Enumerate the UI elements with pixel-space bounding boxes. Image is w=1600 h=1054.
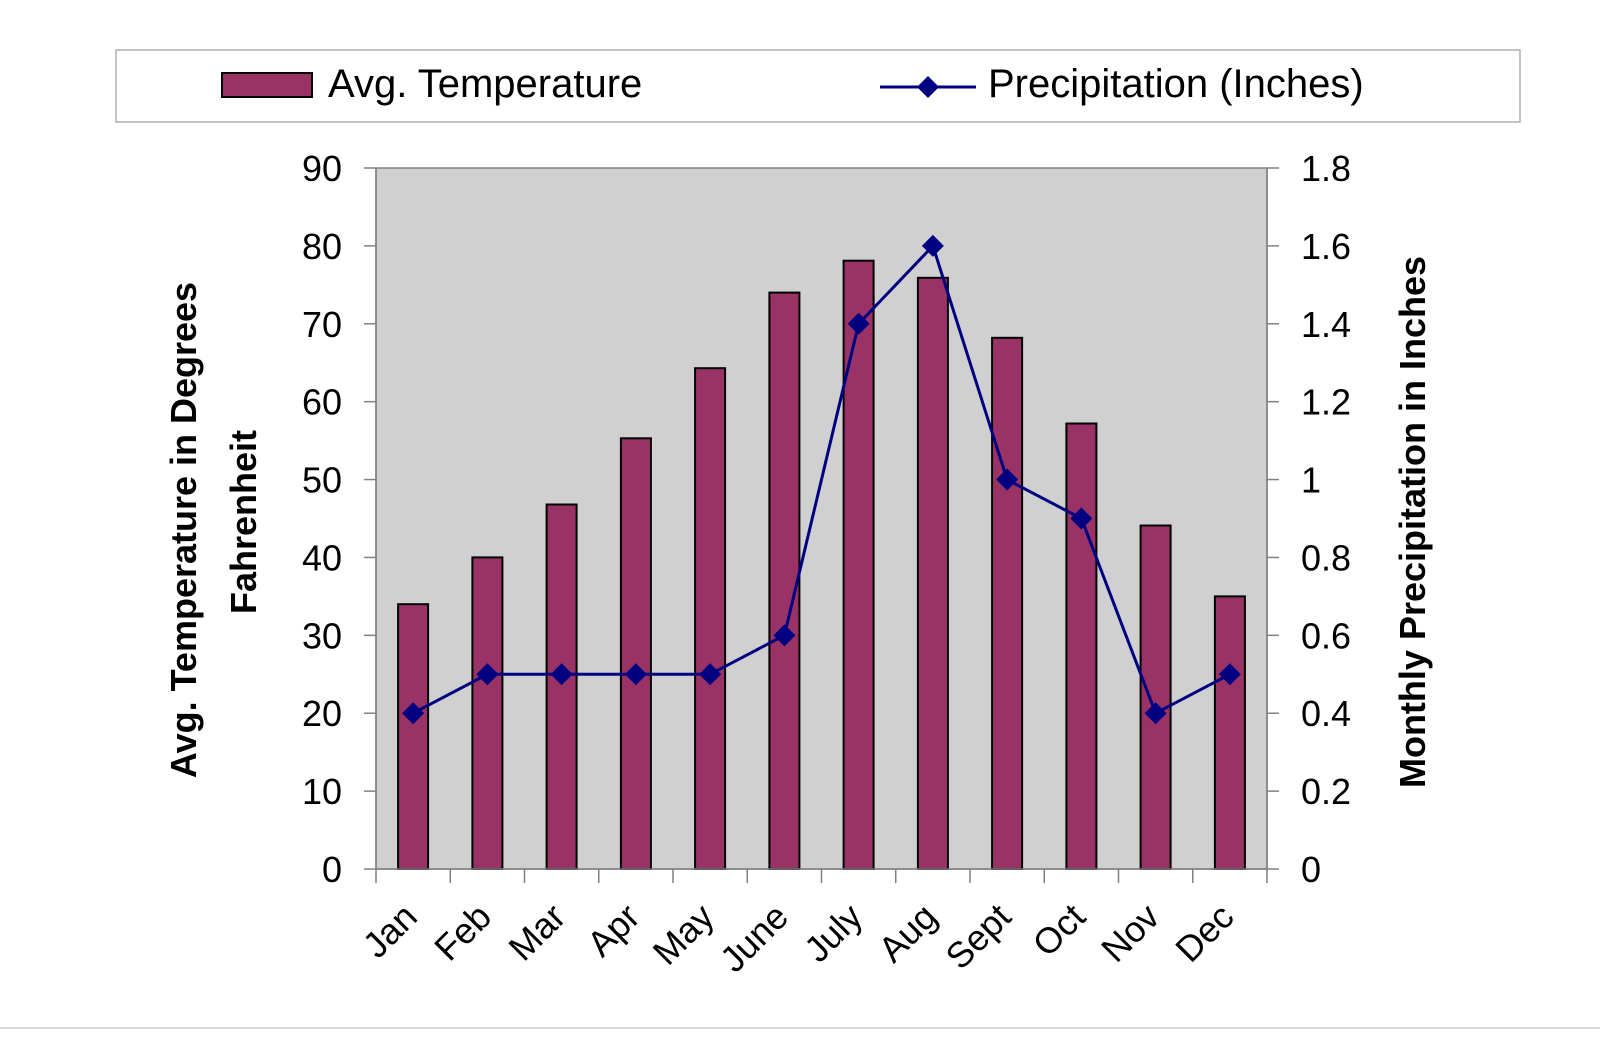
legend-label-precipitation: Precipitation (Inches) [988,62,1364,106]
x-tick-label-nov: Nov [1093,896,1167,970]
y-axis-tick-labels: 0 10 20 30 40 50 60 70 80 90 [302,148,342,890]
x-tick-label-aug: Aug [870,896,944,970]
y-tick-label: 40 [302,537,342,578]
legend-label-temperature: Avg. Temperature [328,62,642,106]
precipitation-point-oct [1070,507,1093,530]
y2-tick-label: 0.2 [1301,771,1351,812]
precipitation-line [412,243,1231,716]
y2-axis-tick-labels: 0 0.2 0.4 0.6 0.8 1 1.2 1.4 1.6 1.8 [1301,148,1351,890]
bar-dec [1213,595,1246,871]
bar-sept [991,336,1024,870]
y-tick-label: 30 [302,615,342,656]
temperature-bars [397,259,1246,871]
precipitation-point-apr [624,663,647,686]
precipitation-point-feb [476,663,499,686]
x-tick-label-sept: Sept [937,896,1018,977]
y-axis-title-line-2: Fahrenheit [223,430,264,614]
x-tick-label-may: May [645,896,722,973]
bar-feb [471,556,504,871]
precipitation-point-june [773,624,796,647]
x-tick-label-apr: Apr [579,896,648,965]
y-tick-label: 90 [302,148,342,189]
bar-nov [1139,524,1172,870]
y2-tick-label: 0 [1301,849,1321,890]
precipitation-point-dec [1218,663,1241,686]
y-tick-label: 20 [302,693,342,734]
y-tick-label: 70 [302,304,342,345]
precipitation-point-may [699,663,722,686]
bar-june [768,291,801,871]
y-tick-label: 50 [302,460,342,501]
precipitation-point-aug [921,234,944,257]
y2-tick-label: 0.6 [1301,615,1351,656]
y-axis-title-line-1: Avg. Temperature in Degrees [163,282,204,778]
x-tick-label-june: June [712,896,796,980]
y2-tick-label: 1.6 [1301,226,1351,267]
precipitation-point-jan [402,702,425,725]
y-tick-label: 80 [302,226,342,267]
plot-area [375,167,1268,870]
y2-tick-label: 1.8 [1301,148,1351,189]
precipitation-series [402,234,1241,725]
precipitation-point-nov [1144,702,1167,725]
y2-tick-label: 1 [1301,460,1321,501]
x-tick-label-july: July [796,896,870,970]
x-tick-label-dec: Dec [1167,896,1241,970]
y2-tick-label: 0.8 [1301,537,1351,578]
bar-july [842,259,875,870]
bar-apr [619,437,652,870]
bar-may [694,367,727,870]
x-tick-label-oct: Oct [1024,896,1093,965]
y-tick-label: 10 [302,771,342,812]
precipitation-point-sept [996,468,1019,491]
x-tick-label-jan: Jan [355,896,425,966]
legend-box [115,49,1521,123]
bar-aug [916,276,949,870]
bar-jan [397,603,430,870]
precipitation-point-july [847,312,870,335]
bar-oct [1065,422,1098,870]
legend: Avg. Temperature Precipitation (Inches) [115,49,1521,123]
legend-swatch-temperature [221,72,313,98]
precipitation-point-mar [550,663,573,686]
y-tick-label: 60 [302,382,342,423]
y2-tick-label: 0.4 [1301,693,1351,734]
bar-mar [545,503,578,870]
y2-tick-label: 1.2 [1301,382,1351,423]
y2-tick-label: 1.4 [1301,304,1351,345]
x-tick-label-mar: Mar [500,896,573,969]
legend-swatch-precipitation-marker [917,76,939,98]
y2-axis-title: Monthly Precipitation in Inches [1392,256,1433,788]
x-tick-label-feb: Feb [426,896,499,969]
y-tick-label: 0 [322,849,342,890]
axes [364,167,1279,883]
